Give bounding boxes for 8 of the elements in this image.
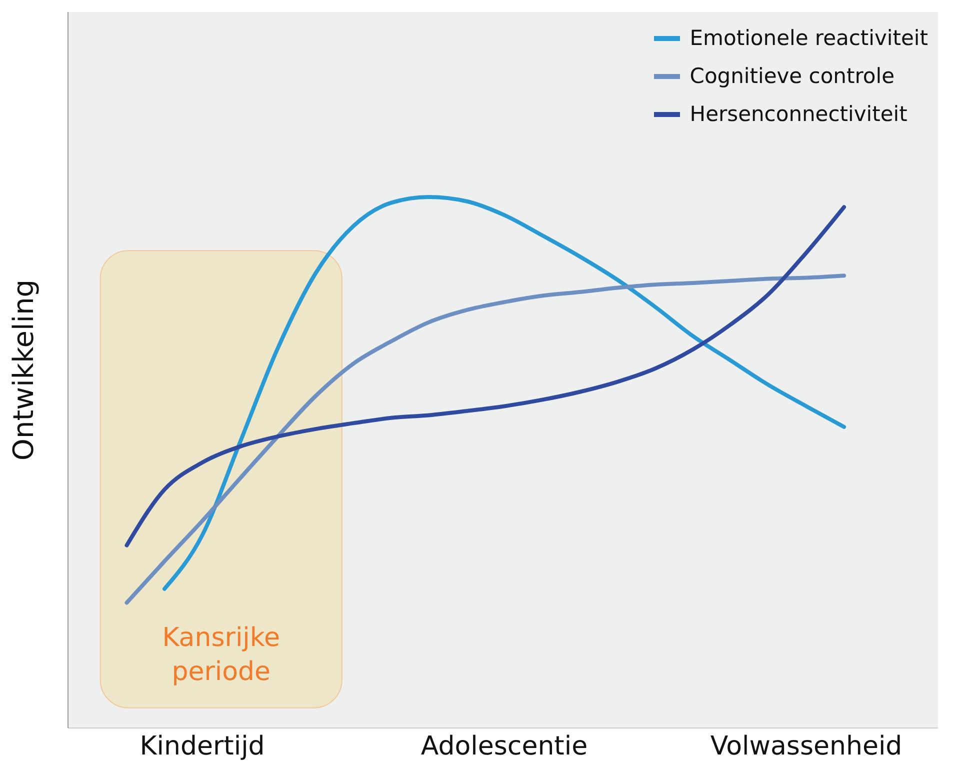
legend-label: Emotionele reactiviteit — [690, 26, 928, 50]
legend-label: Hersenconnectiviteit — [690, 102, 908, 126]
x-tick-label: Kindertijd — [140, 731, 265, 762]
y-axis-title: Ontwikkeling — [6, 279, 40, 461]
annotation: Kansrijke periode — [162, 622, 280, 687]
x-tick-label: Volwassenheid — [710, 731, 902, 762]
legend-label: Cognitieve controle — [690, 64, 894, 88]
x-tick-label: Adolescentie — [420, 731, 588, 762]
